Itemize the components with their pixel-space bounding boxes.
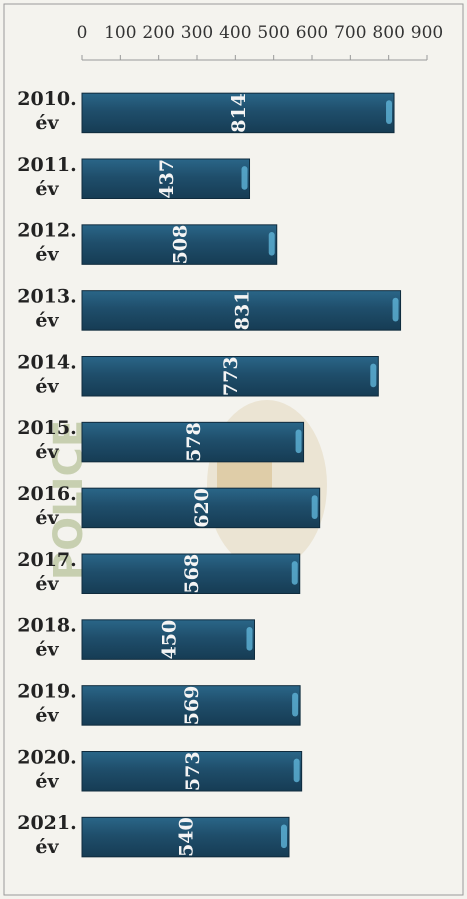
- tick-label: 700: [334, 23, 366, 43]
- category-label: 2011. év: [17, 154, 77, 200]
- chart-frame: [3, 3, 464, 896]
- bar: [81, 553, 301, 594]
- bar-highlight: [241, 166, 248, 190]
- tick-label: 500: [257, 23, 289, 43]
- tick-label: 600: [296, 23, 328, 43]
- bar-value-label: 578: [183, 422, 205, 462]
- bar-value-label: 540: [176, 817, 198, 857]
- category-label: 2015. év: [17, 417, 77, 463]
- category-label: 2012. év: [17, 220, 77, 266]
- category-label: 2013. év: [17, 285, 77, 331]
- category-label: 2017. év: [17, 549, 77, 595]
- category-label: 2016. év: [17, 483, 77, 529]
- bar-value-label: 814: [228, 93, 250, 133]
- bar: [81, 751, 303, 792]
- bar-value-label: 831: [231, 291, 253, 331]
- bar-highlight: [281, 824, 287, 849]
- bar-value-label: 573: [182, 751, 204, 791]
- bar-value-label: 620: [191, 488, 213, 528]
- bar: [81, 224, 278, 265]
- category-label: 2018. év: [17, 615, 77, 661]
- bar-highlight: [291, 561, 298, 585]
- bar-value-label: 437: [156, 159, 178, 199]
- bar-value-label: 568: [181, 554, 203, 594]
- tick-label: 900: [411, 23, 443, 43]
- bar-highlight: [293, 758, 300, 783]
- bar: [81, 619, 255, 660]
- category-label: 2014. év: [17, 351, 77, 397]
- bar-highlight: [392, 297, 399, 322]
- bar-highlight: [295, 429, 302, 454]
- tick-label: 0: [77, 23, 88, 43]
- bar-value-label: 508: [169, 225, 191, 265]
- category-label: 2019. év: [17, 680, 77, 726]
- bar-highlight: [386, 100, 393, 124]
- tick-label: 200: [142, 23, 174, 43]
- bar: [81, 356, 379, 397]
- bar: [81, 816, 290, 858]
- bar: [81, 92, 395, 134]
- bar-value-label: 569: [181, 686, 203, 726]
- bar: [81, 487, 321, 529]
- bar: [81, 421, 305, 463]
- bar-highlight: [246, 626, 253, 651]
- category-label: 2020. év: [17, 746, 77, 792]
- bar-highlight: [311, 495, 318, 519]
- bar: [81, 290, 402, 331]
- category-label: 2021. év: [17, 812, 77, 858]
- tick-label: 400: [219, 23, 251, 43]
- tick-label: 100: [104, 23, 136, 43]
- bar-value-label: 450: [158, 620, 180, 660]
- bar: [81, 685, 301, 726]
- bar-highlight: [268, 231, 275, 256]
- tick-label: 800: [372, 23, 404, 43]
- category-label: 2010. év: [17, 88, 77, 134]
- bar-value-label: 773: [220, 356, 242, 396]
- bar-highlight: [292, 692, 299, 717]
- tick-label: 300: [181, 23, 213, 43]
- bar-highlight: [370, 363, 377, 388]
- bar: [81, 158, 251, 199]
